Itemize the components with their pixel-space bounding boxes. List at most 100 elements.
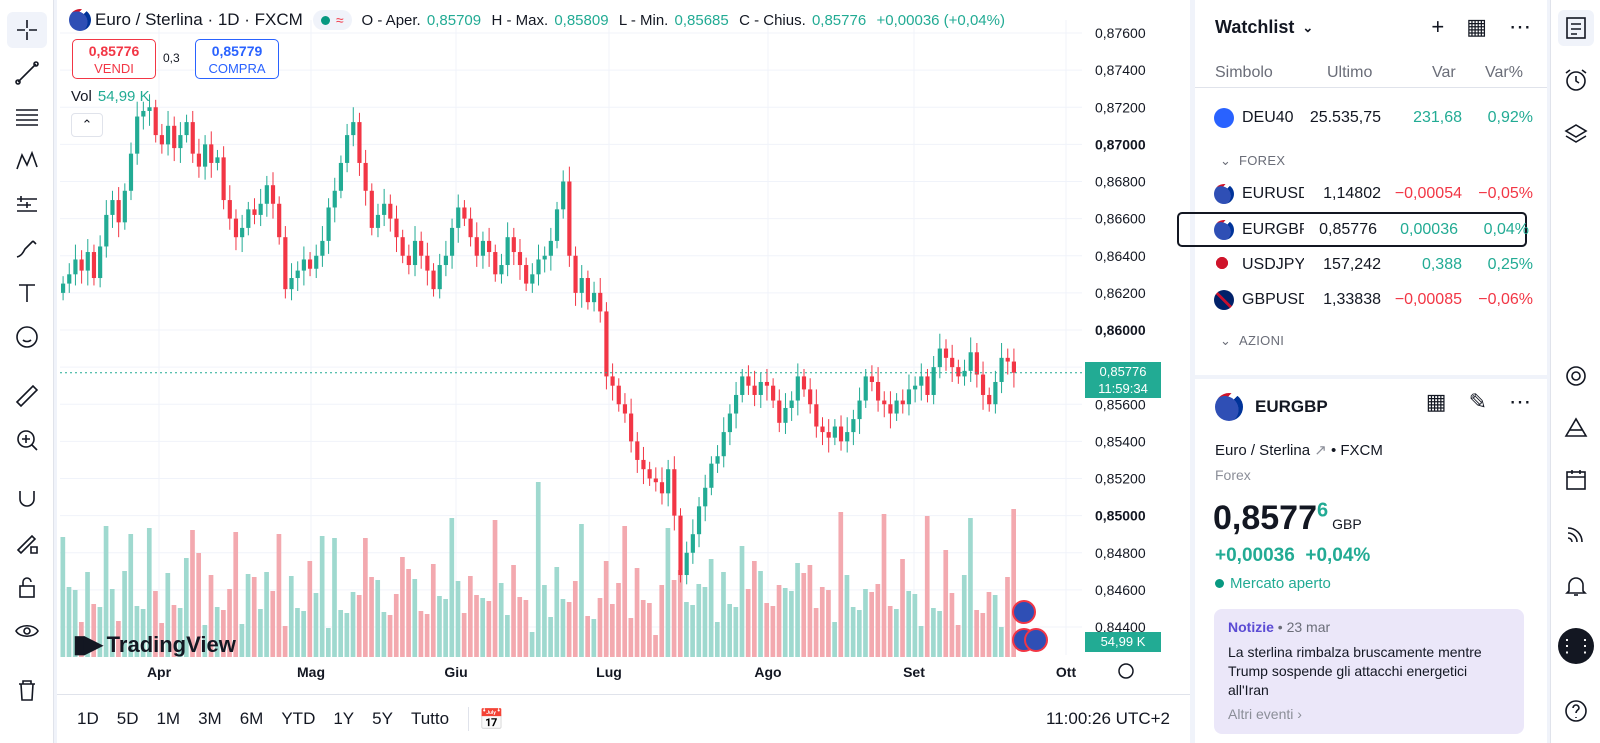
price-tick-label: 0,87600 — [1095, 25, 1146, 41]
watchlist-row[interactable]: DEU40 25.535,75 231,68 0,92% — [1195, 100, 1547, 135]
calendar-icon[interactable] — [1558, 462, 1594, 498]
alarm-clock-icon[interactable] — [1558, 62, 1594, 98]
candle-body — [307, 259, 313, 269]
chart-panel[interactable]: 0,87600 0,87400 0,87200 0,87000 0,86800 0,866… — [57, 0, 1190, 743]
watchlist-row-selected[interactable]: EURGBP 0,85776 0,00036 0,04% — [1177, 212, 1529, 247]
volume-bar — [288, 576, 294, 657]
text-tool-icon[interactable] — [7, 275, 47, 311]
range-5y[interactable]: 5Y — [372, 709, 393, 728]
col-symbol[interactable]: Simbolo — [1215, 64, 1273, 81]
spread-value: 0,3 — [163, 51, 180, 65]
chart-canvas[interactable]: 0,87600 0,87400 0,87200 0,87000 0,86800 0,866… — [57, 0, 1190, 694]
volume-bar — [702, 587, 708, 657]
news-headline[interactable]: La sterlina rimbalza bruscamente mentre … — [1228, 644, 1482, 698]
volume-bar — [554, 567, 560, 657]
sell-button[interactable]: 0,85776 VENDI — [72, 39, 156, 79]
range-1d[interactable]: 1D — [77, 709, 99, 728]
candle-body — [974, 352, 979, 375]
target-icon[interactable] — [1558, 358, 1594, 394]
trend-line-icon[interactable] — [7, 55, 47, 91]
col-change[interactable]: Var — [1432, 64, 1456, 81]
watchlist-row[interactable]: USDJPY 157,242 0,388 0,25% — [1195, 247, 1547, 282]
pattern-icon[interactable] — [7, 143, 47, 179]
close-value: 0,85776 — [811, 11, 867, 29]
clock-timezone[interactable]: 11:00:26 UTC+2 — [1046, 709, 1170, 728]
watchlist-title-dropdown[interactable]: Watchlist ⌄ — [1215, 17, 1313, 38]
candle-body — [826, 432, 831, 438]
lock-drawing-icon[interactable] — [7, 525, 47, 561]
candle-body — [437, 265, 442, 290]
candle-body — [338, 162, 344, 191]
apps-grid-icon[interactable]: ⋮⋮ — [1558, 628, 1594, 664]
section-forex[interactable]: ⌄ FOREX — [1220, 153, 1286, 168]
eye-icon[interactable] — [7, 613, 47, 649]
advanced-view-icon[interactable]: ▦ — [1466, 14, 1487, 39]
range-5d[interactable]: 5D — [116, 709, 139, 728]
layers-icon[interactable] — [1558, 116, 1594, 152]
volume-bar — [369, 577, 374, 657]
section-azioni[interactable]: ⌄ AZIONI — [1220, 333, 1285, 348]
range-3m[interactable]: 3M — [198, 709, 222, 728]
more-events-link[interactable]: Altri eventi › — [1228, 706, 1302, 722]
collapse-legend-button[interactable]: ⌃ — [71, 113, 103, 137]
ideas-icon[interactable] — [1558, 410, 1594, 446]
volume-bar — [505, 615, 510, 657]
lock-icon[interactable] — [7, 569, 47, 605]
watchlist-tab-icon[interactable] — [1558, 10, 1594, 46]
candle-body — [758, 381, 763, 395]
help-icon[interactable] — [1558, 693, 1594, 729]
watchlist-column-header: Simbolo Ultimo Var Var% — [1195, 60, 1547, 88]
candle-body — [141, 110, 146, 117]
candle-body — [616, 385, 621, 405]
zoom-in-icon[interactable] — [7, 422, 47, 458]
watchlist-row[interactable]: GBPUSD 1,33838 −0,00085 −0,06% — [1195, 282, 1547, 317]
more-options-icon[interactable]: ⋯ — [1509, 389, 1531, 414]
add-symbol-icon[interactable]: + — [1431, 14, 1445, 39]
magnet-icon[interactable] — [7, 481, 47, 517]
bell-icon[interactable] — [1558, 568, 1594, 604]
rss-feed-icon[interactable] — [1558, 516, 1594, 552]
row-last: 0,85776 — [1319, 220, 1377, 238]
volume-bar — [931, 608, 936, 657]
range-1y[interactable]: 1Y — [333, 709, 355, 728]
external-link-icon[interactable]: ↗ — [1314, 442, 1327, 459]
range-all[interactable]: Tutto — [410, 709, 450, 728]
more-options-icon[interactable]: ⋯ — [1509, 14, 1531, 39]
grid-icon[interactable]: ▦ — [1425, 389, 1447, 414]
go-to-date-icon[interactable]: 📅 — [479, 708, 504, 731]
ruler-icon[interactable] — [7, 378, 47, 414]
volume-bar — [109, 589, 115, 657]
volume-bar — [819, 587, 825, 657]
col-last[interactable]: Ultimo — [1327, 64, 1373, 81]
volume-bar — [498, 583, 504, 657]
volume-bar — [992, 595, 998, 657]
watchlist-row[interactable]: EURUSD 1,14802 −0,00054 −0,05% — [1195, 176, 1547, 211]
volume-bar — [770, 606, 776, 657]
market-status-pill[interactable]: ≈ — [312, 10, 352, 30]
emoji-icon[interactable] — [7, 319, 47, 355]
brush-icon[interactable] — [7, 231, 47, 267]
trash-icon[interactable] — [7, 672, 47, 708]
range-ytd[interactable]: YTD — [281, 709, 316, 728]
logo-text: TradingView — [106, 631, 236, 657]
symbol-title[interactable]: Euro / Sterlina · 1D · FXCM — [95, 10, 303, 29]
col-change-pct[interactable]: Var% — [1485, 64, 1523, 81]
fib-lines-icon[interactable] — [7, 99, 47, 135]
details-symbol-header[interactable]: EURGBP — [1215, 393, 1328, 421]
news-card[interactable]: Notizie • 23 mar La sterlina rimbalza br… — [1214, 609, 1524, 734]
details-name[interactable]: Euro / Sterlina — [1215, 442, 1311, 459]
forecast-icon[interactable] — [7, 187, 47, 223]
open-value: 0,85709 — [426, 11, 482, 29]
candle-body — [375, 214, 381, 228]
volume-bar — [671, 580, 677, 657]
candle-body — [591, 292, 597, 303]
candle-body — [283, 237, 288, 290]
candle-body — [548, 240, 553, 256]
volume-bar — [603, 561, 609, 657]
edit-note-icon[interactable]: ✎ — [1468, 389, 1487, 414]
buy-button[interactable]: 0,85779 COMPRA — [195, 39, 279, 79]
range-1m[interactable]: 1M — [156, 709, 181, 728]
range-6m[interactable]: 6M — [239, 709, 264, 728]
crosshair-icon[interactable] — [7, 12, 47, 48]
volume-bar — [838, 512, 844, 657]
